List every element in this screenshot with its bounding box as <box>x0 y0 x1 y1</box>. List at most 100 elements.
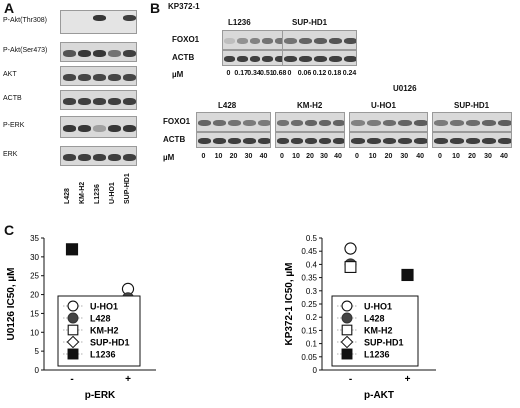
y-tick-label: 0.05 <box>301 353 317 362</box>
panel-a-lane-label: U-HO1 <box>109 182 116 204</box>
y-tick-label: 15 <box>30 309 39 318</box>
panel-b-bottom-row-actb: ACTB <box>163 135 186 144</box>
x-category-label: - <box>70 374 73 385</box>
panel-b-band <box>258 120 270 126</box>
panel-a-blot <box>60 42 137 62</box>
panel-b-top-dose: 0.12 <box>312 70 327 77</box>
panel-b-band <box>299 56 312 62</box>
y-tick-label: 35 <box>30 234 39 243</box>
panel-b-band <box>482 138 496 144</box>
panel-b-band <box>258 138 270 144</box>
panel-b-band <box>305 120 317 126</box>
panel-b-band <box>344 38 356 44</box>
panel-b-bottom-dose: 30 <box>400 153 409 160</box>
panel-b-bottom-dose: 20 <box>384 153 393 160</box>
panel-b-bottom-foxo1-blot <box>432 112 512 132</box>
panel-b-bottom-dose: 20 <box>468 153 476 160</box>
panel-b-band <box>236 56 248 62</box>
panel-b-band <box>382 120 397 126</box>
panel-b-band <box>351 120 365 126</box>
panel-b-bottom-actb-blot <box>275 132 345 148</box>
panel-b-top-dose: 0 <box>287 70 292 77</box>
panel-a-band <box>63 153 76 161</box>
panel-b-band <box>228 138 241 144</box>
x-category-label: - <box>349 374 352 385</box>
x-category-label: + <box>405 374 411 385</box>
panel-b-band <box>344 56 356 62</box>
panel-b-band <box>414 138 427 144</box>
panel-b-top-foxo1-blot <box>222 30 286 50</box>
y-tick-label: 20 <box>30 291 39 300</box>
panel-b-band <box>319 120 331 126</box>
panel-b-band <box>351 138 365 144</box>
legend-label: SUP-HD1 <box>364 338 404 348</box>
panel-a-blot <box>60 116 137 138</box>
panel-b-band <box>213 138 226 144</box>
legend-label: KM-H2 <box>90 326 119 336</box>
legend-label: L1236 <box>364 350 390 360</box>
panel-b-band <box>366 120 381 126</box>
panel-a-band <box>93 124 106 132</box>
y-tick-label: 30 <box>30 253 39 262</box>
panel-a-band <box>123 49 136 57</box>
panel-a-row-label: ERK <box>3 151 18 158</box>
x-axis-label: p-AKT <box>364 390 394 401</box>
legend-label: L428 <box>364 314 385 324</box>
x-axis-label: p-ERK <box>85 390 116 401</box>
legend-label: L1236 <box>90 350 116 360</box>
panel-b-top-group-label: SUP-HD1 <box>292 18 328 27</box>
panel-b-bottom-dose: 40 <box>416 153 424 160</box>
panel-a-lane-label: L428 <box>64 188 71 204</box>
chart-u0126-ic50: 0 5 10 15 20 25 30 35 - + p-ERK U0126 IC50, µM U-HO1… <box>6 234 156 401</box>
panel-a-band <box>93 73 106 81</box>
panel-a-band <box>93 15 106 21</box>
y-tick-label: 0.5 <box>306 234 318 243</box>
panel-b-top-unit: µM <box>172 70 184 79</box>
panel-b-band <box>198 120 211 126</box>
legend-marker <box>67 300 79 312</box>
panel-b-band <box>284 56 297 62</box>
panel-b-bottom-dose: 30 <box>484 153 492 160</box>
panel-c-letter: C <box>4 222 15 238</box>
y-tick-label: 5 <box>35 347 40 356</box>
panel-a-row-label: P-ERK <box>3 122 25 129</box>
y-tick-label: 0.1 <box>306 340 318 349</box>
panel-a-band <box>63 49 76 57</box>
panel-a-band <box>63 124 76 132</box>
legend-marker <box>341 312 353 324</box>
panel-b-band <box>466 120 480 126</box>
data-point <box>344 242 357 255</box>
panel-b-top-dose: 0.34 <box>247 70 261 77</box>
panel-b-bottom-dose: 0 <box>280 153 284 160</box>
y-tick-label: 0.15 <box>301 326 317 335</box>
legend-marker <box>67 312 79 324</box>
panel-a-blot <box>60 90 137 110</box>
panel-a-band <box>123 73 136 81</box>
data-point <box>401 268 414 282</box>
y-tick-label: 0.4 <box>306 260 318 269</box>
panel-b-top-actb-blot <box>222 50 286 66</box>
legend-marker <box>341 348 353 360</box>
legend-marker <box>341 300 353 312</box>
y-axis-label: U0126 IC50, µM <box>6 267 17 340</box>
panel-b-bottom-dose: 40 <box>500 153 508 160</box>
panel-b-bottom-dose: 10 <box>368 153 377 160</box>
panel-a-letter: A <box>4 0 15 16</box>
panel-a-band <box>78 153 91 161</box>
panel-b-top-dose: 0 <box>226 70 231 77</box>
panel-b-bottom-dose: 30 <box>244 153 253 160</box>
panel-b-bottom-dose: 0 <box>438 153 442 160</box>
legend-label: KM-H2 <box>364 326 393 336</box>
panel-a-row-label: AKT <box>3 71 17 78</box>
panel-b-bottom-foxo1-blot <box>275 112 345 132</box>
panel-a-blot <box>60 66 137 86</box>
panel-b-band <box>314 56 327 62</box>
panel-a-band <box>108 153 121 161</box>
y-tick-label: 0.3 <box>306 287 318 296</box>
data-point <box>65 243 79 256</box>
panel-b-band <box>498 120 511 126</box>
panel-a-lane-label: KM-H2 <box>79 181 86 204</box>
panel-b-bottom-treatment: U0126 <box>393 84 417 93</box>
panel-a-band <box>78 49 91 57</box>
panel-b-band <box>224 56 235 62</box>
